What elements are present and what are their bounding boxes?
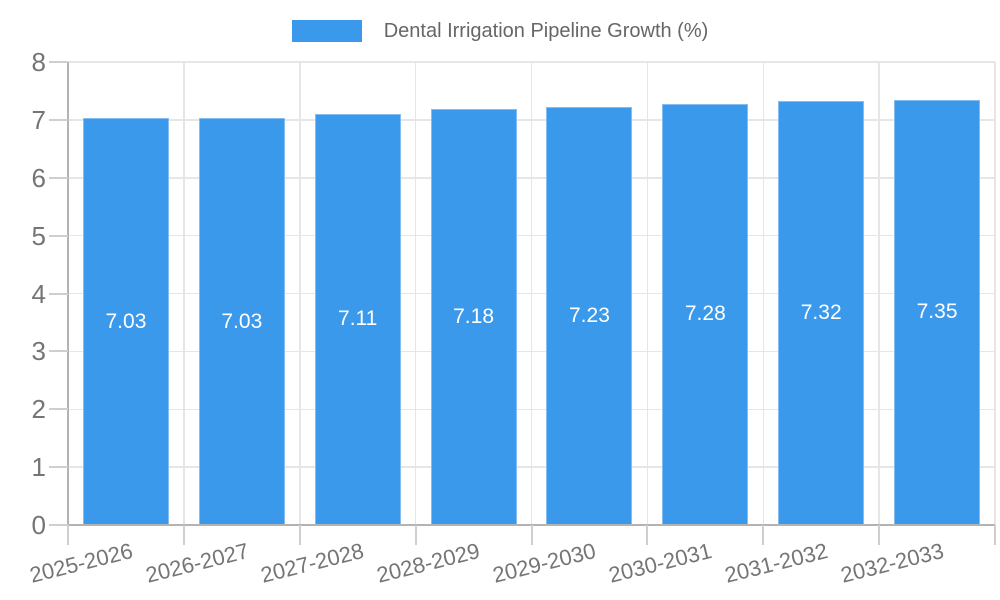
y-tick-mark	[49, 234, 68, 237]
bar-value-label: 7.28	[684, 302, 726, 326]
bar[interactable]	[778, 101, 865, 525]
bar-value-label: 7.23	[569, 303, 610, 327]
legend-label: Dental Irrigation Pipeline Growth (%)	[383, 19, 709, 42]
y-tick-mark	[49, 466, 68, 469]
x-tick-mark	[298, 525, 301, 545]
x-gridline	[646, 62, 649, 525]
y-tick-mark	[49, 61, 68, 63]
bar-value-label: 7.03	[105, 309, 147, 333]
y-tick-mark	[49, 408, 68, 411]
bar[interactable]	[198, 118, 285, 525]
x-tick-mark	[182, 525, 185, 545]
bar[interactable]	[430, 109, 517, 525]
y-tick-mark	[49, 350, 68, 353]
y-axis-line	[67, 62, 69, 526]
bar[interactable]	[82, 118, 169, 525]
x-gridline	[878, 62, 880, 525]
x-tick-mark	[530, 525, 533, 545]
y-tick-mark	[49, 292, 68, 295]
y-tick-label: 0	[31, 510, 46, 540]
bar-value-label: 7.32	[800, 301, 842, 325]
x-tick-mark	[878, 525, 881, 545]
x-gridline	[414, 62, 417, 525]
x-tick-mark	[762, 525, 765, 545]
bar[interactable]	[662, 103, 749, 525]
x-tick-label: 2025-2026	[26, 538, 135, 588]
legend-swatch	[291, 20, 362, 42]
x-tick-mark	[414, 525, 417, 545]
y-tick-mark	[49, 176, 68, 179]
y-tick-label: 6	[31, 162, 46, 193]
bar[interactable]	[894, 99, 981, 525]
x-gridline	[183, 62, 185, 525]
x-tick-label: 2028-2029	[374, 538, 483, 588]
y-tick-label: 3	[31, 336, 46, 367]
y-tick-label: 8	[31, 47, 46, 77]
x-tick-label: 2032-2033	[837, 538, 947, 588]
x-gridline	[994, 62, 996, 525]
x-tick-mark	[67, 525, 69, 545]
y-tick-label: 4	[31, 278, 46, 309]
x-tick-mark	[994, 525, 996, 545]
y-tick-label: 5	[31, 220, 46, 251]
y-tick-mark	[49, 118, 68, 121]
x-tick-label: 2027-2028	[258, 538, 367, 588]
bar-value-label: 7.11	[338, 307, 378, 331]
x-tick-label: 2026-2027	[142, 538, 251, 588]
x-tick-mark	[646, 525, 649, 545]
y-tick-label: 2	[31, 394, 46, 425]
x-gridline	[299, 62, 301, 525]
bar-value-label: 7.03	[221, 309, 263, 333]
x-tick-label: 2029-2030	[490, 538, 599, 588]
bar-value-label: 7.18	[453, 305, 494, 329]
x-gridline	[762, 62, 764, 525]
y-tick-mark	[49, 524, 68, 526]
legend[interactable]: Dental Irrigation Pipeline Growth (%)	[0, 16, 1000, 46]
y-tick-label: 1	[31, 452, 46, 483]
x-tick-label: 2031-2032	[722, 538, 831, 588]
bar[interactable]	[546, 106, 633, 525]
bar-value-label: 7.35	[916, 300, 958, 324]
x-tick-label: 2030-2031	[606, 538, 715, 588]
y-tick-label: 7	[31, 104, 46, 135]
x-gridline	[530, 62, 533, 525]
bar[interactable]	[314, 113, 401, 525]
